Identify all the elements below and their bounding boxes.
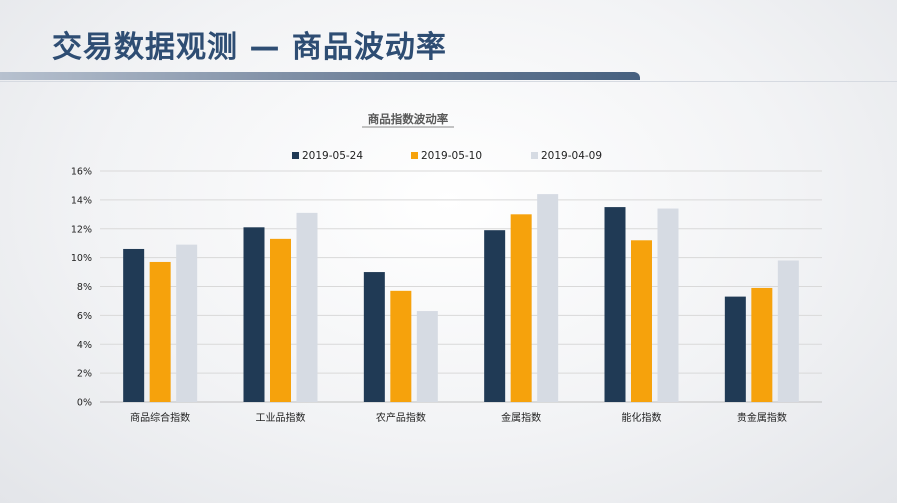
- title-divider: [0, 81, 897, 82]
- bar: [657, 208, 679, 402]
- legend: 2019-05-24 2019-05-10 2019-04-09: [292, 150, 602, 162]
- bar: [149, 261, 171, 402]
- legend-swatch: [411, 152, 418, 159]
- grid-lines: [100, 170, 822, 403]
- y-tick-label: 10%: [71, 253, 92, 264]
- bar: [631, 240, 652, 402]
- bar: [751, 287, 773, 402]
- legend-label: 2019-05-10: [421, 150, 482, 162]
- legend-swatch: [292, 152, 299, 159]
- page-title: 交易数据观测 — 商品波动率: [52, 30, 447, 65]
- chart-title: 商品指数波动率: [368, 112, 449, 126]
- x-category-label: 能化指数: [622, 411, 662, 424]
- x-category-label: 商品综合指数: [130, 411, 190, 424]
- bar: [363, 272, 385, 402]
- bar: [724, 296, 746, 402]
- bar: [123, 248, 145, 402]
- legend-swatch: [531, 152, 538, 159]
- x-category-label: 工业品指数: [256, 411, 306, 424]
- y-tick-label: 14%: [71, 195, 92, 206]
- y-tick-label: 6%: [77, 311, 92, 322]
- bar: [416, 311, 438, 402]
- y-tick-label: 4%: [77, 340, 92, 351]
- bar: [777, 260, 799, 402]
- bar: [270, 238, 291, 402]
- y-tick-label: 0%: [77, 398, 92, 409]
- y-tick-label: 8%: [77, 282, 92, 293]
- bar: [604, 207, 626, 402]
- bar: [510, 214, 532, 402]
- bar: [296, 212, 318, 402]
- x-category-label: 农产品指数: [376, 411, 426, 424]
- title-underline-bar: [0, 72, 640, 80]
- x-category-label: 贵金属指数: [737, 411, 787, 424]
- bar: [537, 194, 559, 402]
- y-tick-label: 2%: [77, 369, 92, 380]
- legend-label: 2019-05-24: [302, 150, 363, 162]
- x-category-label: 金属指数: [501, 411, 541, 424]
- bar: [484, 230, 506, 402]
- bar: [176, 244, 198, 402]
- bars: [123, 194, 799, 402]
- y-tick-label: 16%: [71, 167, 92, 178]
- bar: [243, 227, 265, 402]
- y-axis-ticks: 0% 2% 4% 6% 8% 10% 12% 14% 16%: [71, 167, 92, 409]
- bar: [390, 290, 412, 402]
- legend-label: 2019-04-09: [541, 150, 602, 162]
- x-axis-categories: 商品综合指数 工业品指数 农产品指数 金属指数 能化指数 贵金属指数: [130, 411, 787, 424]
- y-tick-label: 12%: [71, 224, 92, 235]
